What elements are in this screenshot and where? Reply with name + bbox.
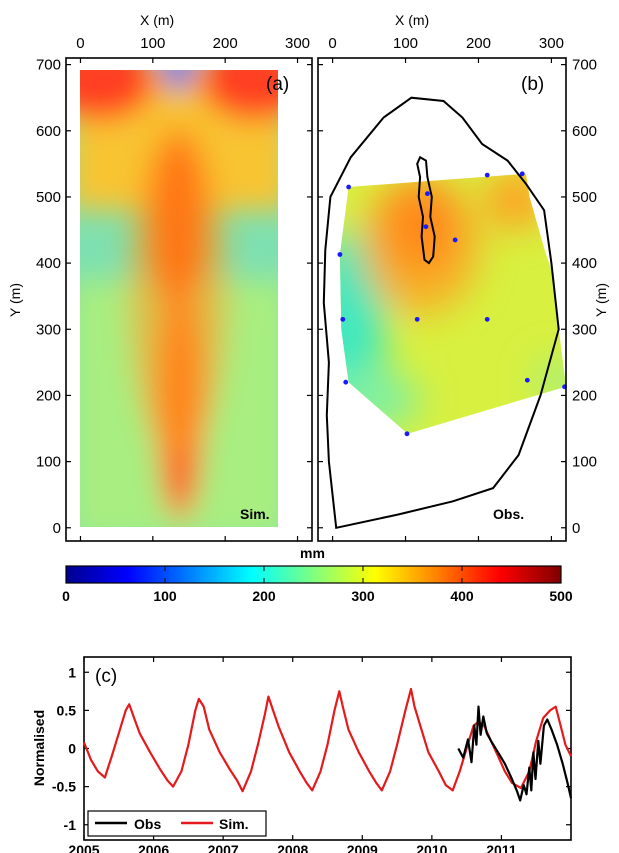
colorbar-tick-label: 200 (252, 588, 276, 604)
panel-a-xtick-label: 0 (76, 35, 84, 52)
panel-a: 0 100 200 300 0 100 200 300 400 500 600 700 X (m) Y… (7, 12, 313, 542)
legend-sim-label: Sim. (219, 816, 249, 832)
panel-a-xtick-label: 100 (140, 35, 165, 52)
colorbar-label: mm (300, 545, 325, 561)
panel-a-axes: 0 100 200 300 0 100 200 300 400 500 600 700 (36, 35, 312, 541)
panel-a-xtick-label: 200 (213, 35, 238, 52)
observation-point (346, 184, 352, 190)
panel-b-ytick-label: 600 (572, 123, 597, 140)
observation-point (524, 377, 530, 383)
panel-c-xtick-label: 2009 (347, 842, 378, 853)
panel-b-frame (317, 57, 567, 542)
legend-obs-label: Obs (134, 816, 161, 832)
observation-point (343, 379, 349, 385)
panel-c-xtick-label: 2010 (416, 842, 447, 853)
observation-point (340, 316, 346, 322)
heatmap-a-top-right-hot (200, 70, 278, 120)
panel-c-ytick-label: -0.5 (52, 779, 76, 795)
panel-b-corner-label: Obs. (493, 506, 524, 522)
panel-c-xtick-label: 2011 (486, 842, 517, 853)
heatmap-b-hot-halo (360, 175, 480, 315)
colorbar-ticks: 0 100 200 300 400 500 (62, 566, 573, 604)
panel-b-ytick-label: 500 (572, 189, 597, 206)
panel-a-ytick-label: 600 (36, 123, 61, 140)
panel-a-ytick-label: 0 (53, 520, 61, 537)
colorbar-tick-label: 0 (62, 588, 70, 604)
panel-a-ytick-label: 500 (36, 189, 61, 206)
panel-b-ytick-label: 0 (572, 520, 580, 537)
heatmap-a-cold-top (166, 70, 190, 92)
panel-c-ytick-label: 0 (68, 741, 76, 757)
observation-point (414, 316, 420, 322)
panel-b-heatmap (339, 173, 566, 434)
panel-c-xtick-label: 2007 (208, 842, 239, 853)
panel-c-ytick-label: 1 (68, 664, 76, 680)
panel-c-xtick-label: 2005 (68, 842, 99, 853)
colorbar-tick-label: 400 (450, 588, 474, 604)
panel-a-xtick-label: 300 (285, 35, 310, 52)
panel-b-axes: 0 100 200 300 0 100 200 300 400 500 600 700 (318, 35, 597, 541)
observation-point (484, 172, 490, 178)
panel-b-ytick-label: 700 (572, 57, 597, 74)
observation-point (337, 252, 343, 257)
colorbar-tick-label: 300 (351, 588, 375, 604)
series-line-obs (457, 705, 573, 802)
panel-a-xlabel: X (m) (140, 12, 174, 28)
heatmap-a-top-left-hot (80, 70, 155, 120)
panel-c-xtick-label: 2006 (138, 842, 169, 853)
panel-a-ytick-label: 700 (36, 57, 61, 74)
panel-c-ytick-label: -1 (64, 817, 77, 833)
panel-a-frame (65, 57, 313, 542)
heatmap-b-lower-left-cool (339, 370, 420, 430)
panel-a-label: (a) (266, 74, 289, 95)
panel-b: 0 100 200 300 0 100 200 300 400 500 600 700 X (m) Y… (317, 12, 609, 542)
colorbar-tick-label: 100 (153, 588, 177, 604)
panel-a-corner-label: Sim. (240, 506, 270, 522)
panel-b-ytick-label: 300 (572, 321, 597, 338)
observation-point (452, 237, 458, 243)
panel-b-xtick-label: 100 (393, 35, 418, 52)
panel-b-label: (b) (521, 74, 544, 95)
observation-points (337, 171, 567, 437)
panel-a-ylabel: Y (m) (7, 283, 23, 317)
panel-a-ytick-label: 100 (36, 454, 61, 471)
panel-c-axes: -1 -0.5 0 0.5 1 2005 2006 2007 2008 2009 2010 2011 (52, 657, 571, 853)
colorbar-tick-label: 500 (549, 588, 573, 604)
heatmap-a-plume-wide (128, 120, 228, 460)
observation-point (404, 431, 410, 437)
panel-b-xlabel: X (m) (395, 12, 429, 28)
colorbar-gradient (65, 565, 562, 584)
panel-a-heatmap (80, 70, 278, 527)
observation-point (484, 316, 490, 322)
panel-b-ytick-label: 400 (572, 255, 597, 272)
panel-c-label: (c) (95, 666, 117, 687)
panel-c-ylabel: Normalised (31, 710, 47, 786)
inner-outline (416, 155, 436, 265)
panel-b-ytick-label: 200 (572, 387, 597, 404)
observation-point (519, 171, 525, 177)
observation-point (423, 224, 429, 230)
legend: Obs Sim. (87, 810, 267, 837)
panel-a-ytick-label: 300 (36, 321, 61, 338)
panel-a-ytick-label: 200 (36, 387, 61, 404)
panel-b-xtick-label: 300 (539, 35, 564, 52)
boundary-outline (322, 96, 560, 530)
panel-b-ylabel: Y (m) (593, 283, 609, 317)
panel-c-ytick-label: 0.5 (57, 702, 77, 718)
colorbar: mm 0 100 200 300 400 500 (62, 545, 573, 604)
panel-b-xtick-label: 0 (328, 35, 336, 52)
panel-c-xtick-label: 2008 (277, 842, 308, 853)
panel-c-series (82, 687, 573, 802)
observation-point (425, 191, 430, 197)
panel-b-xtick-label: 200 (466, 35, 491, 52)
panel-a-ytick-label: 400 (36, 255, 61, 272)
panel-b-ytick-label: 100 (572, 454, 597, 471)
